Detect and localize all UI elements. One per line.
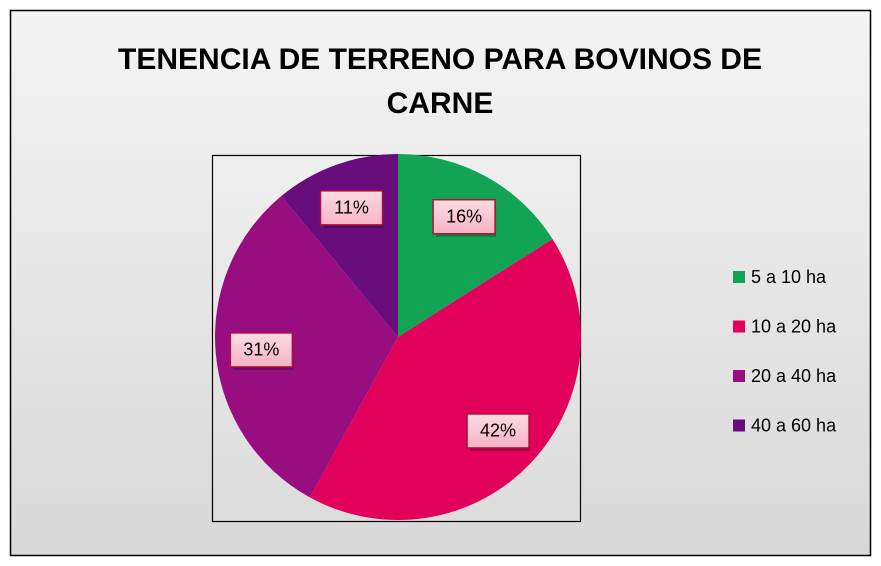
- data-label-box: [319, 190, 384, 226]
- data-label: 11%: [334, 198, 369, 218]
- chart-title: TENENCIA DE TERRENO PARA BOVINOS DE CARN…: [118, 43, 762, 120]
- data-label-box: [432, 198, 496, 235]
- data-label-box: [229, 332, 294, 368]
- legend-label: 5 a 10 ha: [751, 267, 827, 287]
- data-label-box: [466, 413, 530, 449]
- pie-slice: [215, 195, 398, 498]
- legend-swatch: [733, 271, 745, 283]
- legend-swatch: [733, 320, 745, 333]
- legend-label: 20 a 40 ha: [751, 366, 837, 386]
- data-label: 16%: [446, 206, 482, 226]
- legend-label: 10 a 20 ha: [751, 316, 837, 336]
- data-label: 31%: [243, 340, 279, 360]
- legend-label: 40 a 60 ha: [751, 415, 837, 435]
- data-label: 42%: [480, 421, 516, 441]
- legend-swatch: [733, 419, 745, 432]
- pie-slice: [309, 238, 581, 520]
- legend-swatch: [733, 370, 745, 382]
